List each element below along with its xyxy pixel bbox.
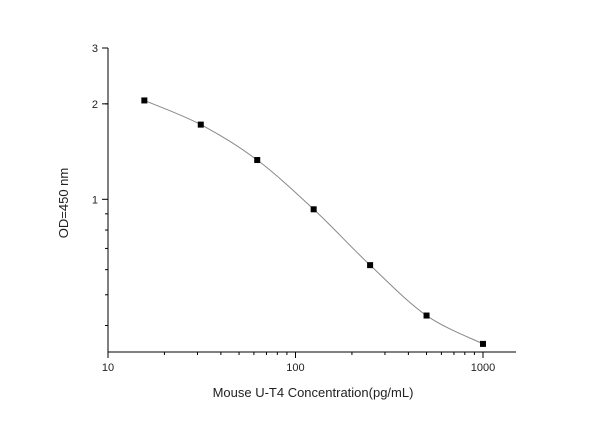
- axes: [102, 47, 516, 358]
- y-axis-title: OD=450 nm: [56, 168, 71, 238]
- x-axis-title: Mouse U-T4 Concentration(pg/mL): [213, 385, 414, 400]
- y-tick-label: 3: [92, 43, 98, 55]
- x-tick-label: 100: [286, 362, 304, 374]
- y-tick-label: 1: [92, 194, 98, 206]
- data-point: [197, 121, 204, 128]
- data-point: [141, 97, 148, 104]
- series-line: [144, 99, 484, 345]
- data-point: [254, 157, 261, 164]
- x-tick-label: 1000: [471, 362, 495, 374]
- series-markers: [141, 97, 486, 347]
- y-tick-label: 2: [92, 99, 98, 111]
- x-tick-label: 10: [102, 362, 114, 374]
- data-point: [479, 340, 486, 347]
- data-point: [310, 206, 317, 213]
- series-line-layer: [144, 99, 484, 345]
- tick-labels: 10 100 1000 1 2 3: [92, 43, 495, 374]
- data-point: [423, 312, 430, 319]
- data-point: [367, 262, 374, 269]
